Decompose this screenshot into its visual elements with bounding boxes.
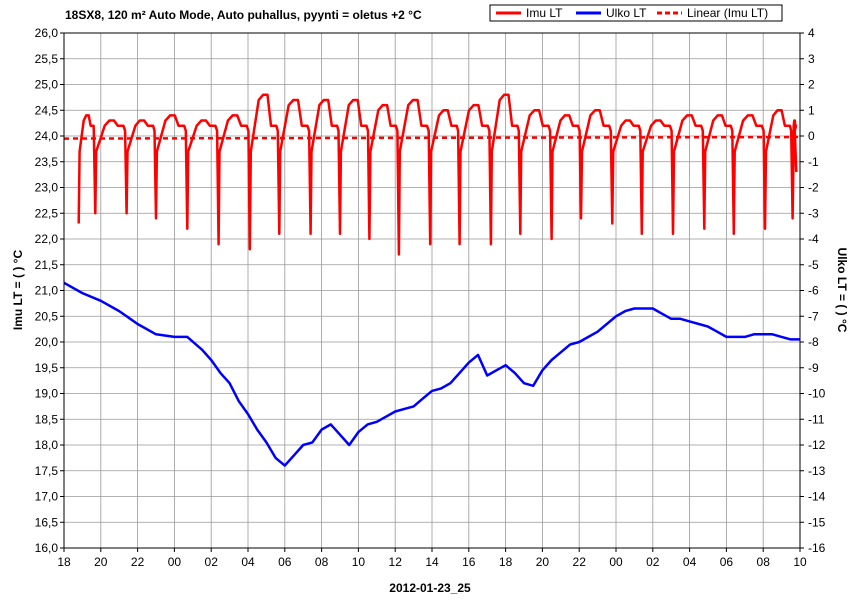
y-left-tick-label: 25,5 [35,52,59,66]
x-tick-label: 22 [573,555,587,569]
y-right-tick-label: 1 [808,103,815,117]
chart-title: 18SX8, 120 m² Auto Mode, Auto puhallus, … [65,8,422,22]
y-left-tick-label: 24,5 [35,103,59,117]
y-left-tick-label: 20,5 [35,309,59,323]
y-left-tick-label: 24,0 [35,129,59,143]
y-right-tick-label: -9 [808,361,819,375]
x-tick-label: 18 [499,555,513,569]
y-left-tick-label: 22,0 [35,232,59,246]
x-tick-label: 10 [352,555,366,569]
x-axis-label: 2012-01-23_25 [389,581,471,595]
y-left-tick-label: 18,5 [35,412,59,426]
series-line-ulko-lt [63,281,800,467]
y-right-tick-label: 3 [808,52,815,66]
x-tick-label: 20 [536,555,550,569]
y-right-tick-label: -7 [808,309,819,323]
legend-label-linear: Linear (Imu LT) [687,6,768,20]
x-tick-label: 00 [609,555,623,569]
y-axis-left-label: Imu LT = ( ) °C [11,250,25,331]
legend-label-imu: Imu LT [526,6,563,20]
y-right-tick-label: -15 [808,515,826,529]
x-tick-label: 12 [389,555,403,569]
y-axis-right-label: Ulko LT = ( ) °C [835,248,849,333]
y-left-tick-label: 16,5 [35,515,59,529]
x-tick-label: 16 [462,555,476,569]
x-tick-label: 10 [793,555,807,569]
y-left-tick-label: 26,0 [35,26,59,40]
y-left-tick-label: 21,5 [35,258,59,272]
x-tick-label: 04 [683,555,697,569]
y-left-tick-label: 19,5 [35,361,59,375]
series-layer [63,93,801,467]
x-tick-label: 20 [94,555,108,569]
y-left-tick-label: 16,0 [35,541,59,555]
y-left-tick-label: 23,5 [35,155,59,169]
grid [63,32,801,549]
y-left-tick-label: 19,0 [35,387,59,401]
y-right-tick-label: -4 [808,232,819,246]
series-line-linear-trend [63,135,801,140]
x-tick-label: 02 [646,555,660,569]
y-left-tick-label: 21,0 [35,284,59,298]
x-tick-label: 00 [168,555,182,569]
x-tick-label: 06 [720,555,734,569]
y-right-tick-label: 4 [808,26,815,40]
y-axis-left: 26,0 25,5 25,0 24,5 24,0 23,5 23,0 22,5 22,0 21,5… [35,26,64,555]
x-tick-label: 08 [315,555,329,569]
legend-box [489,4,783,22]
x-tick-label: 04 [241,555,255,569]
y-right-tick-label: 2 [808,78,815,92]
series-line-imu-lt [77,93,798,256]
y-left-tick-label: 20,0 [35,335,59,349]
y-left-tick-label: 18,0 [35,438,59,452]
y-left-tick-label: 25,0 [35,78,59,92]
y-right-tick-label: 0 [808,129,815,143]
x-tick-label: 22 [131,555,145,569]
y-right-tick-label: -11 [808,412,825,426]
legend: Imu LT Ulko LT Linear (Imu LT) [489,4,783,22]
legend-label-ulko: Ulko LT [606,6,647,20]
y-right-tick-label: -16 [808,541,826,555]
y-left-tick-label: 22,5 [35,206,59,220]
y-right-tick-label: -10 [808,387,826,401]
y-right-tick-label: -2 [808,181,819,195]
y-right-tick-label: -12 [808,438,826,452]
y-right-tick-label: -5 [808,258,819,272]
y-left-tick-label: 17,0 [35,490,59,504]
y-left-tick-label: 23,0 [35,181,59,195]
y-right-tick-label: -6 [808,284,819,298]
y-right-tick-label: -8 [808,335,819,349]
y-left-tick-label: 17,5 [35,464,59,478]
x-tick-label: 08 [757,555,771,569]
y-right-tick-label: -13 [808,464,826,478]
y-right-tick-label: -1 [808,155,819,169]
x-tick-label: 02 [205,555,219,569]
y-axis-right: 4 3 2 1 0 -1 -2 -3 -4 -5 -6 -7 -8 -9 -10 -11 -12 -13 -14 -1… [800,26,826,555]
x-axis: 18 20 22 00 02 04 06 08 10 12 14 16 18 20 22 00 02 04 06 08… [57,548,807,569]
x-tick-label: 06 [278,555,292,569]
y-right-tick-label: -3 [808,206,819,220]
x-tick-label: 18 [57,555,71,569]
x-tick-label: 14 [425,555,439,569]
y-right-tick-label: -14 [808,490,826,504]
